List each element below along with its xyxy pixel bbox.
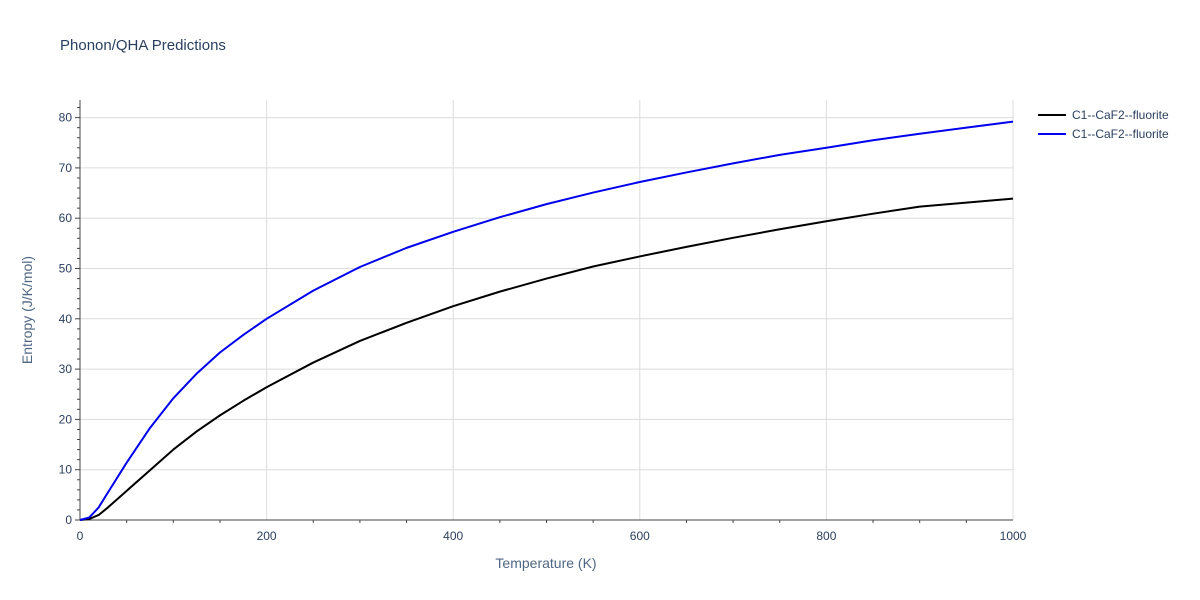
y-tick-label-6: 60 xyxy=(59,211,73,225)
x-tick-label-0: 0 xyxy=(77,529,84,543)
axes: 0 200 400 600 800 1000 0 10 20 30 40 50 60 70 80 xyxy=(59,100,1027,543)
grid-lines xyxy=(80,100,1014,520)
x-axis-title: Temperature (K) xyxy=(495,555,596,571)
x-tick-label-5: 1000 xyxy=(1000,529,1027,543)
legend-label-1: C1--CaF2--fluorite xyxy=(1072,127,1169,141)
x-tick-label-4: 800 xyxy=(816,529,836,543)
legend-item-1[interactable]: C1--CaF2--fluorite xyxy=(1038,127,1169,141)
legend-label-0: C1--CaF2--fluorite xyxy=(1072,108,1169,122)
y-tick-label-5: 50 xyxy=(59,262,73,276)
y-tick-label-7: 70 xyxy=(59,161,73,175)
series-line-0 xyxy=(79,197,1014,521)
data-series xyxy=(79,120,1014,521)
y-tick-label-4: 40 xyxy=(59,312,73,326)
y-tick-label-1: 10 xyxy=(59,463,73,477)
x-tick-label-1: 200 xyxy=(257,529,277,543)
x-tick-label-2: 400 xyxy=(443,529,463,543)
chart-title: Phonon/QHA Predictions xyxy=(60,37,226,54)
y-tick-label-2: 20 xyxy=(59,412,73,426)
legend[interactable]: C1--CaF2--fluorite C1--CaF2--fluorite xyxy=(1038,108,1169,141)
legend-item-0[interactable]: C1--CaF2--fluorite xyxy=(1038,108,1169,122)
y-tick-label-3: 30 xyxy=(59,362,73,376)
y-tick-label-0: 0 xyxy=(65,513,72,527)
y-axis-title: Entropy (J/K/mol) xyxy=(19,256,35,364)
series-line-1 xyxy=(79,120,1014,521)
y-tick-label-8: 80 xyxy=(59,111,73,125)
x-tick-label-3: 600 xyxy=(630,529,650,543)
